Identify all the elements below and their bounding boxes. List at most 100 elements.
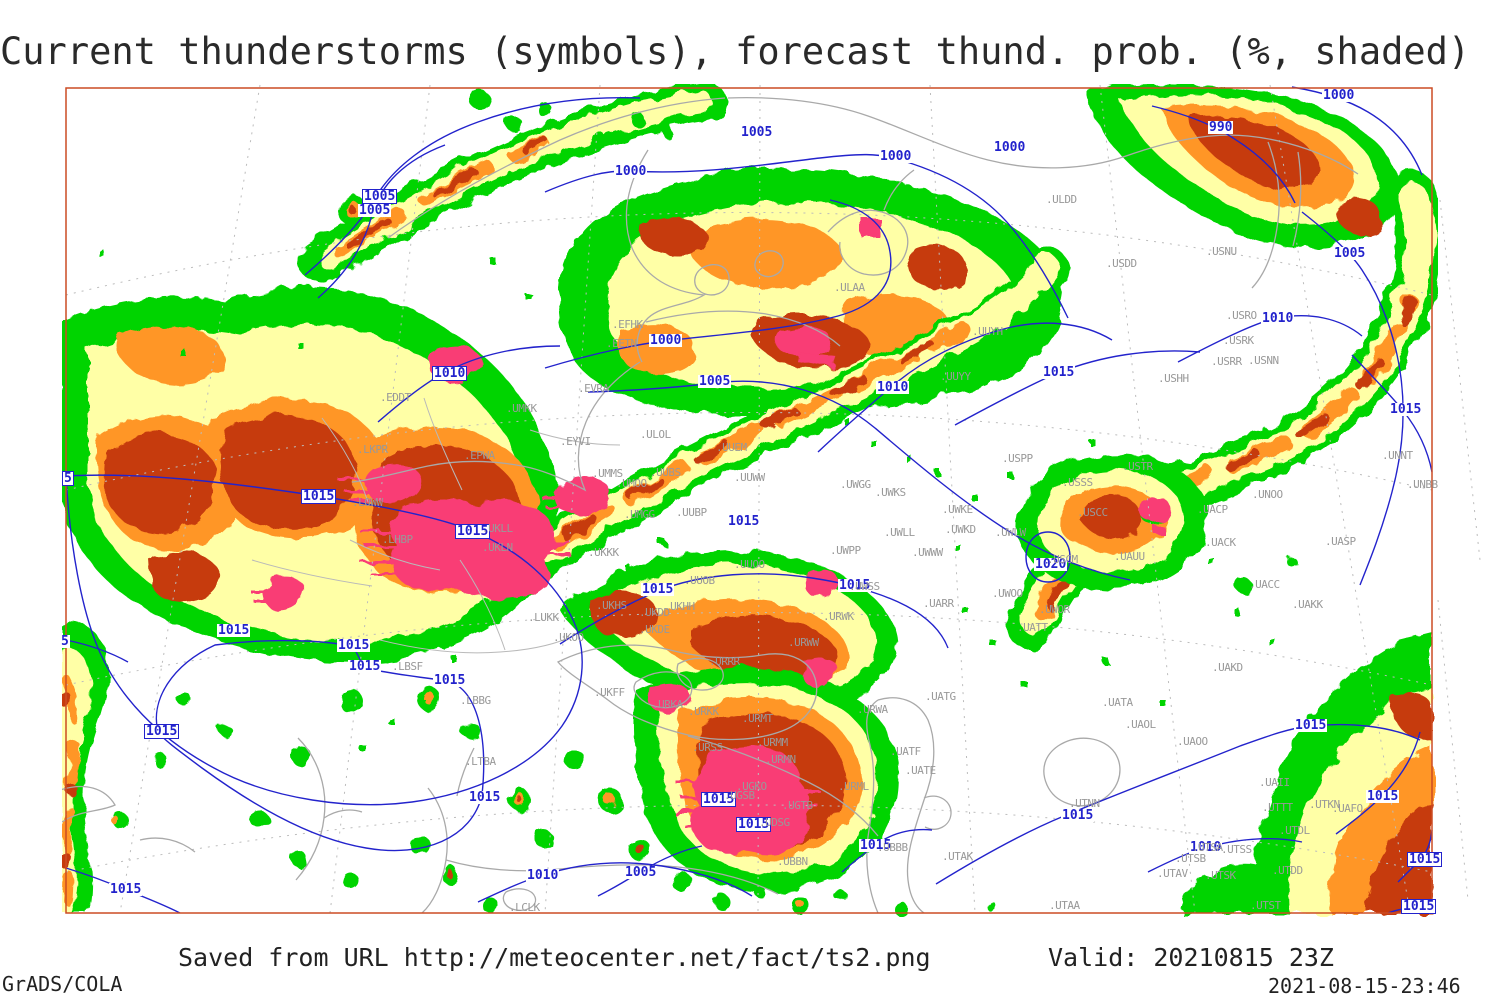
station-label: .EFHK [612, 318, 643, 331]
station-label: .UGSB [724, 789, 755, 802]
isobar-label: 1005 [362, 189, 398, 204]
station-label: .UAUU [1114, 550, 1145, 563]
station-label: .USPP [1002, 452, 1033, 465]
isobar-label: 1005 [1333, 246, 1367, 261]
station-label: .UWKS [875, 486, 906, 499]
station-label: .USTR [1122, 460, 1153, 473]
station-label: .ULAA [834, 281, 865, 294]
station-label: .UUOO [734, 558, 765, 571]
station-label: .LKPR [357, 443, 388, 456]
station-label: .USCM [1047, 553, 1078, 566]
station-label: .URML [838, 780, 869, 793]
station-label: .UKLL [482, 522, 513, 535]
station-label: .URWW [788, 636, 819, 649]
isobar-label: 1000 [649, 333, 683, 348]
station-label: .UUBP [676, 506, 707, 519]
isobar-label: 1020 [1034, 557, 1068, 572]
station-label: .UTSS [1221, 843, 1252, 856]
station-label: .LHBP [382, 533, 413, 546]
isobar-label: 1005 [740, 125, 774, 140]
station-label: .UGTB [782, 799, 813, 812]
station-label: .UTNN [1069, 797, 1100, 810]
station-label: .UAOO [1177, 735, 1208, 748]
isobar-label: 1010 [1261, 311, 1295, 326]
isobar-label: 990 [1208, 120, 1234, 135]
station-label: .LBSF [392, 660, 423, 673]
station-label: .USCC [1077, 506, 1108, 519]
isobar-label: 1015 [348, 659, 382, 674]
station-label: .USSS [1062, 476, 1093, 489]
station-label: .UAKK [1292, 598, 1323, 611]
station-label: .UKKK [588, 546, 619, 559]
station-label: .LOWW [352, 496, 383, 509]
isobar-label: 5 [62, 471, 74, 486]
station-label: .UUEM [716, 441, 747, 454]
map-frame [65, 87, 1433, 914]
isobar-label: 1005 [358, 203, 392, 218]
station-label: .UMGG [624, 508, 655, 521]
station-label: .UDSG [759, 816, 790, 829]
station-label: .ULOL [640, 428, 671, 441]
isobar-label: 1005 [624, 865, 658, 880]
station-label: .EYVI [560, 435, 591, 448]
station-label: .URKK [688, 705, 719, 718]
station-label: .UTSK [1205, 869, 1236, 882]
station-label: .UKDE [639, 623, 670, 636]
coastline-layer [62, 97, 1359, 914]
station-label: .UTKN [1309, 798, 1340, 811]
footer-valid-time: Valid: 20210815 23Z [1048, 943, 1334, 972]
station-label: .UWKD [945, 523, 976, 536]
isobar-label: 5 [60, 634, 70, 649]
station-label: .UWKE [942, 503, 973, 516]
station-label: .UUWW [734, 471, 765, 484]
station-label: .EVRA [578, 382, 609, 395]
isobar-label: 1015 [144, 724, 180, 739]
isobar-label: 1015 [736, 817, 772, 832]
station-label: .LCLK [509, 901, 540, 914]
station-label: .UAFO [1332, 802, 1363, 815]
station-label: .UMMS [592, 467, 623, 480]
footer-saved-from-url: Saved from URL http://meteocenter.net/fa… [178, 943, 931, 972]
isobar-label: 1000 [614, 164, 648, 179]
station-label: .UWWW [912, 546, 943, 559]
station-label: .LTBA [465, 755, 496, 768]
station-label: .UWLW [995, 526, 1026, 539]
station-label: .UKHH [664, 600, 695, 613]
isobar-label: 1015 [1061, 808, 1095, 823]
station-label: .UWOR [1039, 603, 1070, 616]
station-label: .UKFF [594, 686, 625, 699]
station-label: .UTAV [1157, 867, 1188, 880]
isobar-label: 1015 [1042, 365, 1076, 380]
station-label: .EDDT [380, 391, 411, 404]
isobar-label: 1015 [1366, 789, 1400, 804]
station-label: .URWA [857, 703, 888, 716]
station-label: .USNN [1248, 354, 1279, 367]
station-label: .UGKO [736, 780, 767, 793]
isobar-label: 1005 [698, 374, 732, 389]
station-label: .UAII [1259, 776, 1290, 789]
isobar-label: 1015 [217, 623, 251, 638]
isobar-label: 1010 [526, 868, 560, 883]
station-label: .UACK [1205, 536, 1236, 549]
station-label: .UMKK [506, 402, 537, 415]
station-label: .EETN [606, 337, 637, 350]
isobar-label: 1015 [727, 514, 761, 529]
station-label: .UKLN [482, 541, 513, 554]
station-label: .UNOO [1252, 488, 1283, 501]
station-label: .UTAK [942, 850, 973, 863]
station-label: .UTDD [1272, 864, 1303, 877]
station-label: .LBBG [460, 694, 491, 707]
station-label: .UACP [1197, 503, 1228, 516]
station-label: .ULDD [1046, 193, 1077, 206]
isobar-label: 1015 [468, 790, 502, 805]
station-label: .UNBB [1407, 478, 1438, 491]
graticule-layer [65, 84, 1481, 914]
station-label: .UUYH [972, 325, 1003, 338]
station-label: .UTSA [1192, 841, 1223, 854]
isobar-label: 1015 [1294, 718, 1328, 733]
station-label: .UWOO [992, 587, 1023, 600]
isobar-label: 1000 [993, 140, 1027, 155]
isobar-label: 1010 [1189, 840, 1223, 855]
station-label: .UAKD [1212, 661, 1243, 674]
